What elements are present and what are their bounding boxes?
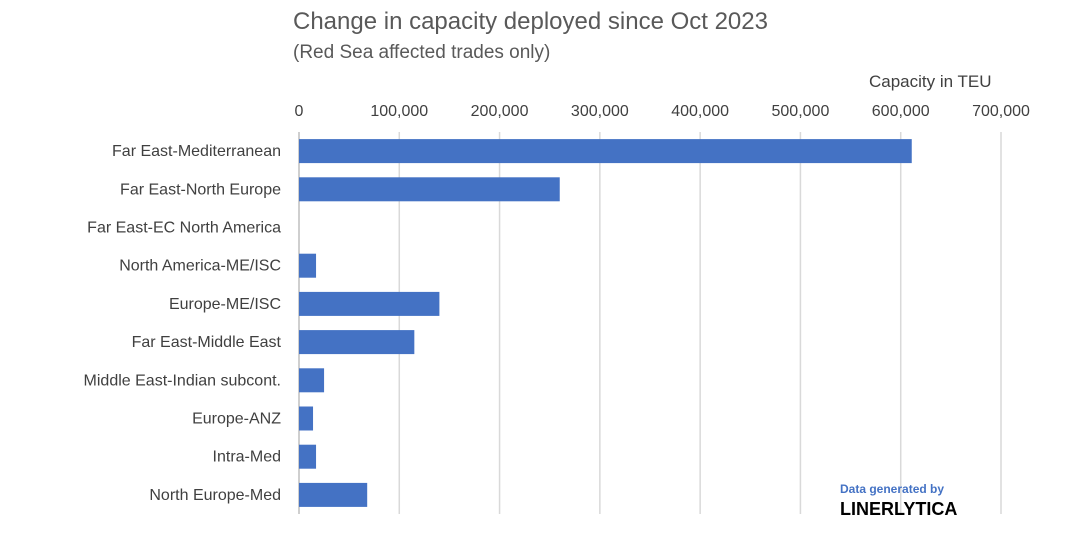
bar	[299, 444, 317, 469]
category-label: Far East-EC North America	[87, 220, 281, 237]
bar	[299, 139, 912, 164]
bar	[299, 368, 325, 393]
bar	[299, 482, 368, 507]
category-label: Europe-ANZ	[192, 411, 281, 428]
x-tick-label: 100,000	[370, 103, 428, 120]
bar	[299, 330, 415, 355]
bar	[299, 177, 560, 202]
x-tick-label: 200,000	[471, 103, 529, 120]
bar	[299, 291, 440, 316]
category-label: Intra-Med	[213, 449, 281, 466]
bar	[299, 253, 317, 278]
category-label: Far East-Mediterranean	[112, 143, 281, 160]
x-tick-label: 0	[295, 103, 304, 120]
category-label: North Europe-Med	[149, 487, 281, 504]
x-tick-label: 500,000	[772, 103, 830, 120]
category-label: Middle East-Indian subcont.	[84, 372, 281, 389]
x-tick-label: 600,000	[872, 103, 930, 120]
chart-title: Change in capacity deployed since Oct 20…	[293, 8, 768, 35]
x-tick-label: 700,000	[972, 103, 1030, 120]
x-axis-title: Capacity in TEU	[869, 72, 992, 91]
category-label: Far East-Middle East	[132, 334, 282, 351]
category-label: North America-ME/ISC	[119, 258, 281, 275]
credit-line: Data generated by	[840, 482, 945, 496]
category-label: Europe-ME/ISC	[169, 296, 281, 313]
chart-subtitle: (Red Sea affected trades only)	[293, 42, 551, 63]
x-tick-label: 400,000	[671, 103, 729, 120]
credit-brand: LINERLYTICA	[840, 499, 958, 519]
bar	[299, 406, 314, 431]
x-tick-label: 300,000	[571, 103, 629, 120]
category-label: Far East-North Europe	[120, 181, 281, 198]
